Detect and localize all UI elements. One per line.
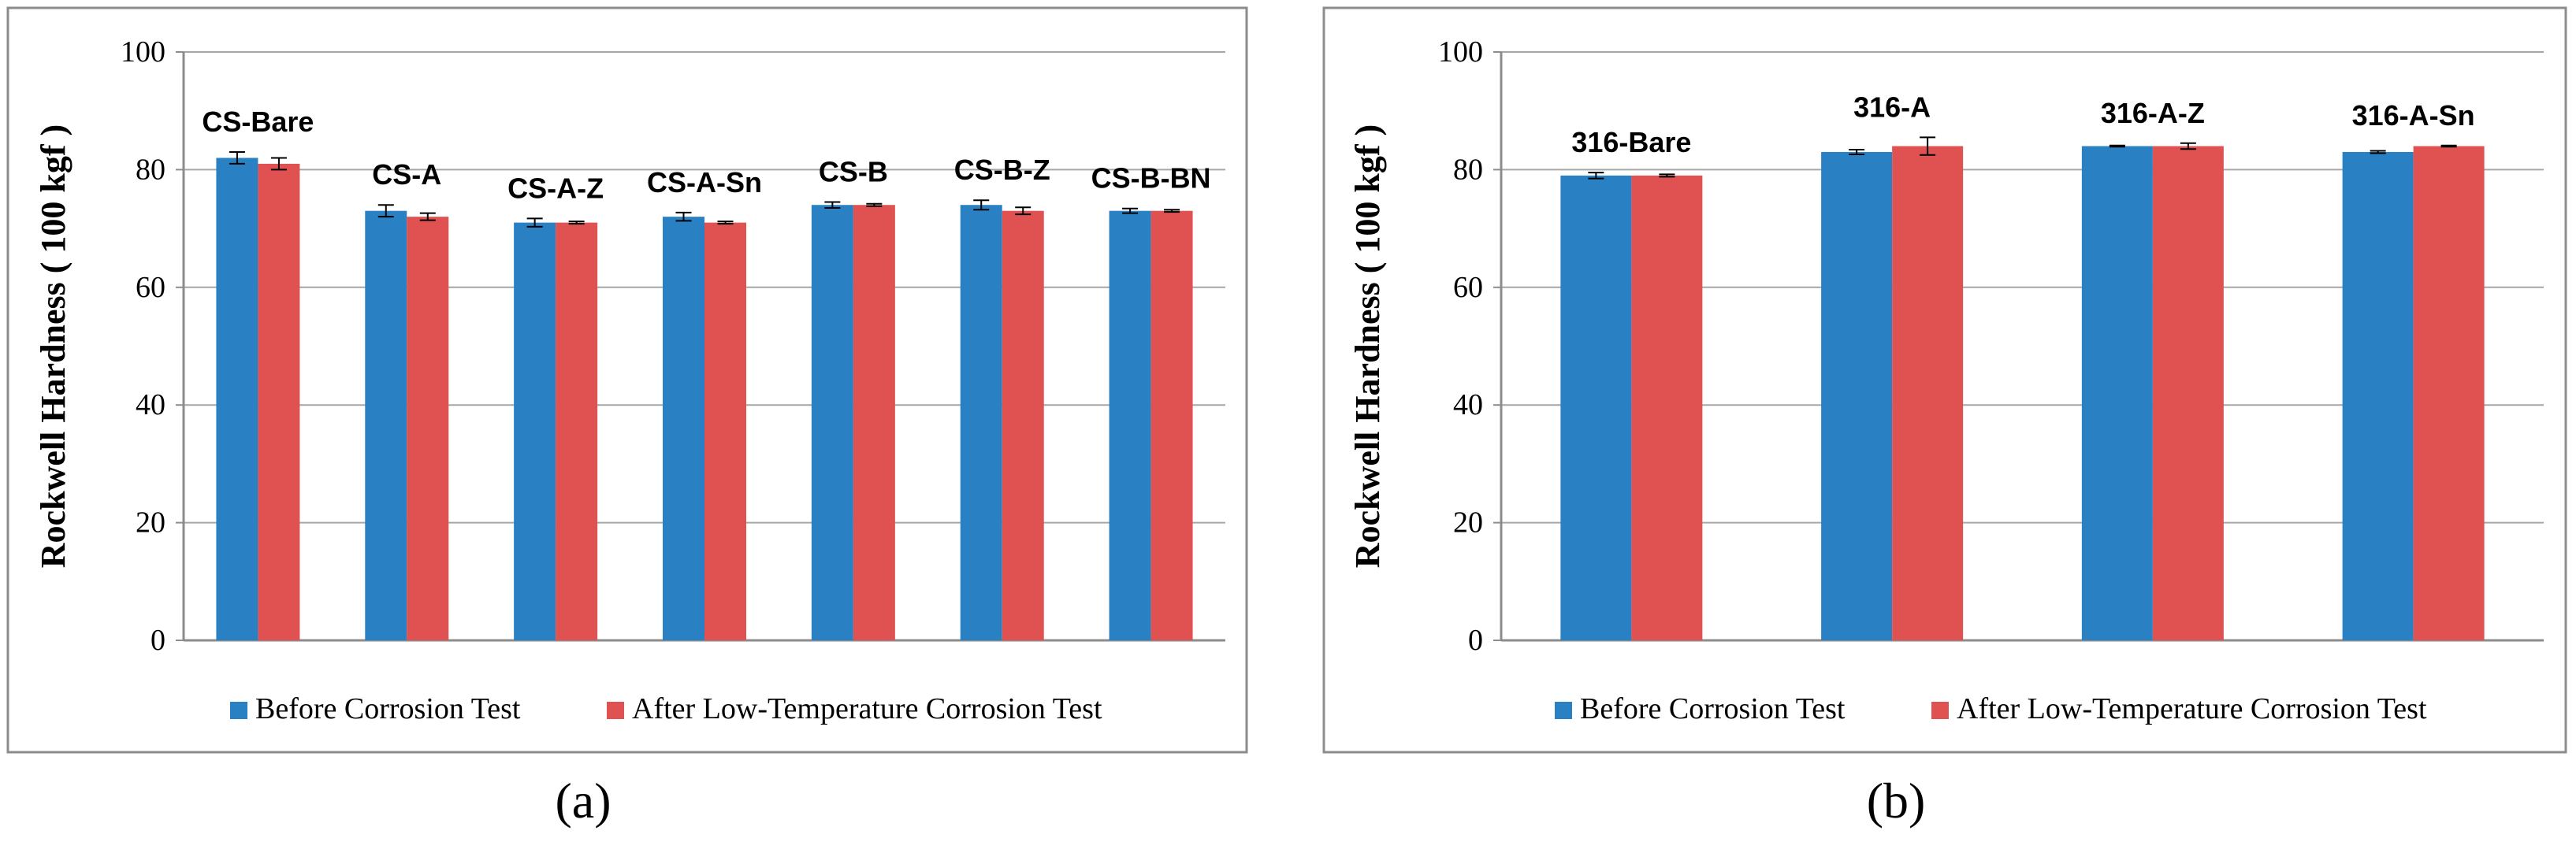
bar-before — [663, 217, 704, 640]
bar-after — [853, 205, 895, 641]
category-label: 316-A-Sn — [2352, 99, 2475, 132]
y-tick-label: 80 — [1453, 153, 1483, 186]
bar-before — [960, 205, 1002, 641]
bar-after — [1631, 175, 1703, 640]
y-tick-label: 60 — [136, 271, 165, 304]
category-label: CS-B-BN — [1091, 162, 1211, 195]
category-label: CS-B-Z — [954, 154, 1050, 186]
y-tick-label: 60 — [1453, 271, 1483, 304]
legend-entry: After Low-Temperature Corrosion Test — [1957, 692, 2427, 725]
bar-after — [1892, 146, 1964, 640]
bar-after — [556, 222, 598, 640]
chart-panel-a: 0 20 40 60 80 100 Rockwell Hardness ( 100 kgf … — [6, 6, 1248, 829]
category-label: 316-A — [1853, 91, 1931, 123]
panel-label: (b) — [1867, 773, 1926, 829]
category-label: CS-Bare — [202, 106, 314, 138]
y-axis-title: Rockwell Hardness ( 100 kgf ) — [34, 124, 72, 568]
legend-entry: After Low-Temperature Corrosion Test — [632, 692, 1102, 725]
category-label: CS-A — [372, 158, 441, 191]
bar-after — [1002, 210, 1044, 640]
bar-before — [811, 205, 853, 641]
bar-after — [2413, 146, 2485, 640]
y-tick-label: 80 — [136, 153, 165, 186]
bar-before — [1821, 151, 1893, 641]
y-tick-label: 0 — [151, 624, 165, 657]
legend-entry: Before Corrosion Test — [1580, 692, 1846, 725]
category-label: 316-Bare — [1571, 126, 1691, 158]
y-tick-label: 100 — [1438, 35, 1483, 69]
category-label: CS-B — [819, 155, 888, 187]
panel-label: (a) — [555, 773, 611, 829]
bar-before — [1109, 210, 1151, 640]
y-tick-label: 100 — [121, 35, 165, 69]
bar-before — [216, 158, 258, 640]
legend-swatch — [1931, 702, 1949, 719]
category-label: 316-A-Z — [2101, 97, 2205, 129]
legend-swatch — [607, 702, 624, 719]
bar-after — [704, 222, 746, 640]
bar-before — [2342, 151, 2414, 641]
y-tick-label: 40 — [136, 388, 165, 421]
bar-before — [2081, 146, 2153, 640]
bar-after — [407, 217, 449, 640]
bar-after — [1150, 210, 1193, 640]
bar-before — [365, 210, 407, 640]
bar-before — [514, 222, 556, 640]
y-axis-title: Rockwell Hardness ( 100 kgf ) — [1348, 124, 1387, 568]
y-tick-label: 20 — [1453, 506, 1483, 540]
legend-swatch — [230, 702, 247, 719]
y-tick-label: 20 — [136, 506, 165, 540]
category-label: CS-A-Sn — [647, 166, 762, 198]
bar-after — [2152, 146, 2224, 640]
chart-panel-b: 0 20 40 60 80 100 Rockwell Hardness ( 100 kgf … — [1322, 6, 2567, 829]
legend-entry: Before Corrosion Test — [255, 692, 521, 725]
y-tick-label: 40 — [1453, 388, 1483, 421]
category-label: CS-A-Z — [507, 172, 604, 204]
legend-swatch — [1555, 702, 1572, 719]
bar-after — [258, 163, 300, 640]
y-tick-label: 0 — [1468, 624, 1483, 657]
bar-before — [1560, 175, 1632, 640]
